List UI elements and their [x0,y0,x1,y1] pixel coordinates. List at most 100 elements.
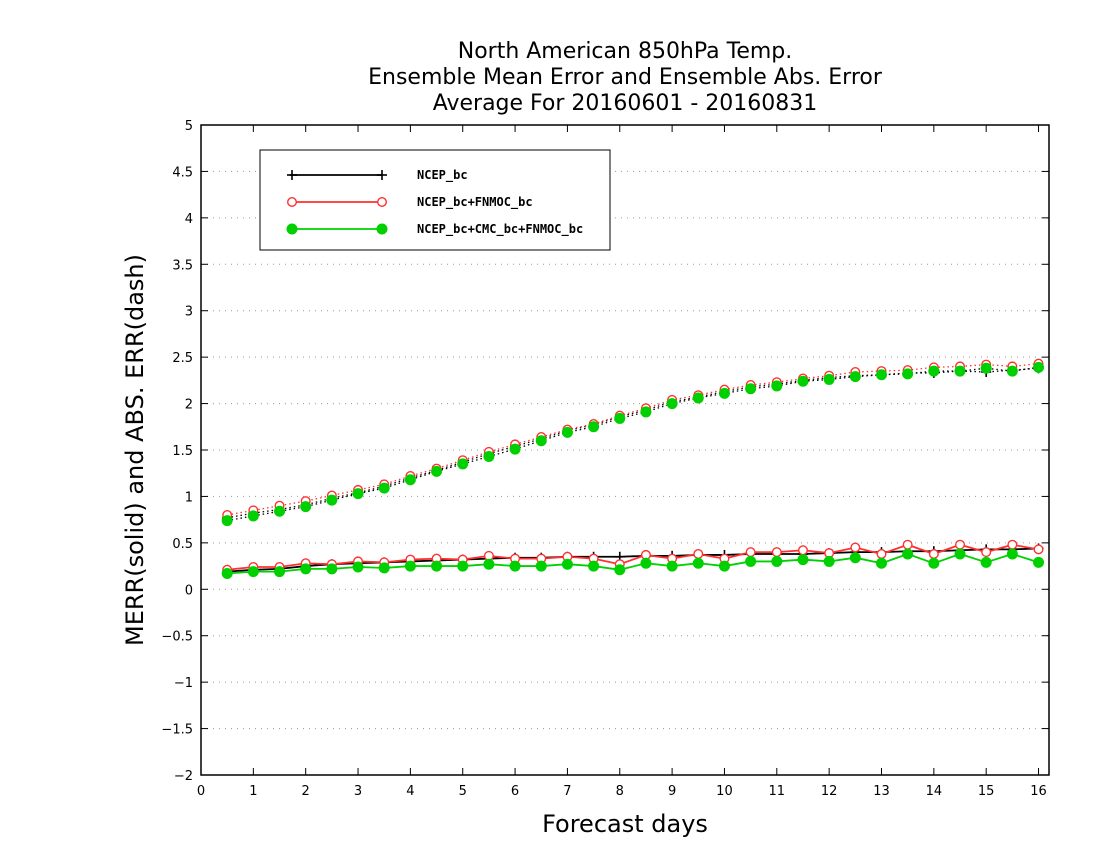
mean-error-point [693,549,704,560]
y-tick-label: 5 [185,119,193,134]
abs-error-point [954,365,966,377]
mean-error-point [509,560,521,572]
mean-error-point [954,548,966,560]
mean-error-point [1033,544,1044,555]
x-tick-label: 6 [511,784,519,799]
abs-error-point [640,406,652,418]
x-tick-label: 4 [406,784,414,799]
y-tick-label: 4 [185,212,193,227]
x-tick-label: 1 [249,784,257,799]
abs-error-point [797,375,809,387]
mean-error-point [745,547,756,558]
mean-error-point [1007,539,1018,550]
abs-error-point [928,365,940,377]
mean-error-point [1033,556,1045,568]
mean-error-point [692,557,704,569]
abs-error-point [692,392,704,404]
x-tick-label: 14 [926,784,943,799]
x-tick-label: 2 [302,784,310,799]
x-tick-label: 16 [1030,784,1047,799]
mean-error-point [404,560,416,572]
abs-error-point [823,373,835,385]
mean-error-point [640,557,652,569]
abs-error-line [227,367,1039,519]
mean-error-point [850,542,861,553]
abs-error-line [227,366,1039,522]
mean-error-point [745,555,757,567]
mean-error-point [431,560,443,572]
abs-error-point [666,398,678,410]
mean-error-point [274,566,286,578]
mean-error-point [300,563,312,575]
abs-error-point [247,510,259,522]
x-tick-label: 3 [354,784,362,799]
legend-marker [377,170,387,180]
abs-error-point [535,435,547,447]
abs-error-point [404,474,416,486]
y-tick-label: 2 [185,398,193,413]
abs-error-point [352,488,364,500]
mean-error-point [1006,548,1018,560]
abs-error-point [980,362,992,374]
title-line: Ensemble Mean Error and Ensemble Abs. Er… [368,65,883,90]
series-1 [222,358,1044,575]
abs-error-point [483,451,495,462]
mean-error-point [771,547,782,558]
mean-error-point [614,564,626,576]
mean-error-point [378,562,390,574]
abs-error-line [227,362,1039,516]
y-tick-label: 0.5 [172,537,193,552]
mean-error-point [902,548,914,560]
y-tick-label: −1 [174,676,193,691]
abs-error-point [1006,365,1018,377]
abs-error-point [457,458,469,470]
mean-error-point [955,539,966,550]
x-tick-label: 15 [978,784,995,799]
mean-error-point [876,549,887,560]
mean-error-point [902,539,913,550]
x-tick-label: 5 [459,784,467,799]
mean-error-point [875,557,887,569]
abs-error-point [378,482,390,494]
mean-error-point [797,554,809,566]
y-tick-label: 1.5 [172,444,193,459]
abs-error-point [326,494,338,506]
abs-error-point [902,368,914,380]
abs-error-point [745,383,757,395]
mean-error-point [666,560,678,572]
y-tick-label: 3.5 [172,258,193,273]
x-tick-label: 13 [873,784,890,799]
mean-error-point [928,557,940,569]
abs-error-point [561,426,573,438]
x-tick-label: 0 [197,784,205,799]
title-line: Average For 20160601 - 20160831 [433,91,818,116]
mean-error-point [247,566,259,578]
legend-marker [287,196,298,207]
legend-marker [376,223,388,235]
mean-error-point [326,563,338,575]
mean-error-point [483,558,495,570]
axis-ticks: 54.543.532.521.510.50−0.5−1−1.5−20 1 2 3 4 5 6… [161,119,1049,799]
chart-title: North American 850hPa Temp.Ensemble Mean… [368,39,883,116]
mean-error-point [771,555,783,567]
legend-marker [377,196,388,207]
mean-error-point [981,547,992,558]
legend-label: NCEP_bc [417,168,468,183]
legend-marker [286,223,298,235]
legend-label: NCEP_bc+CMC_bc+FNMOC_bc [417,222,583,237]
legend-label: NCEP_bc+FNMOC_bc [417,195,533,210]
legend-marker [287,170,297,180]
mean-error-point [457,560,469,572]
y-tick-label: 3 [185,305,193,320]
abs-error-point [509,443,521,455]
x-tick-label: 9 [668,784,676,799]
x-tick-label: 12 [821,784,838,799]
series-2 [221,361,1045,579]
y-axis-label: MERR(solid) and ABS. ERR(dash) [121,254,149,646]
y-tick-label: 4.5 [172,165,193,180]
abs-error-point [274,505,286,517]
abs-error-point [431,465,443,477]
y-tick-label: 1 [185,490,193,505]
mean-error-point [561,558,573,570]
